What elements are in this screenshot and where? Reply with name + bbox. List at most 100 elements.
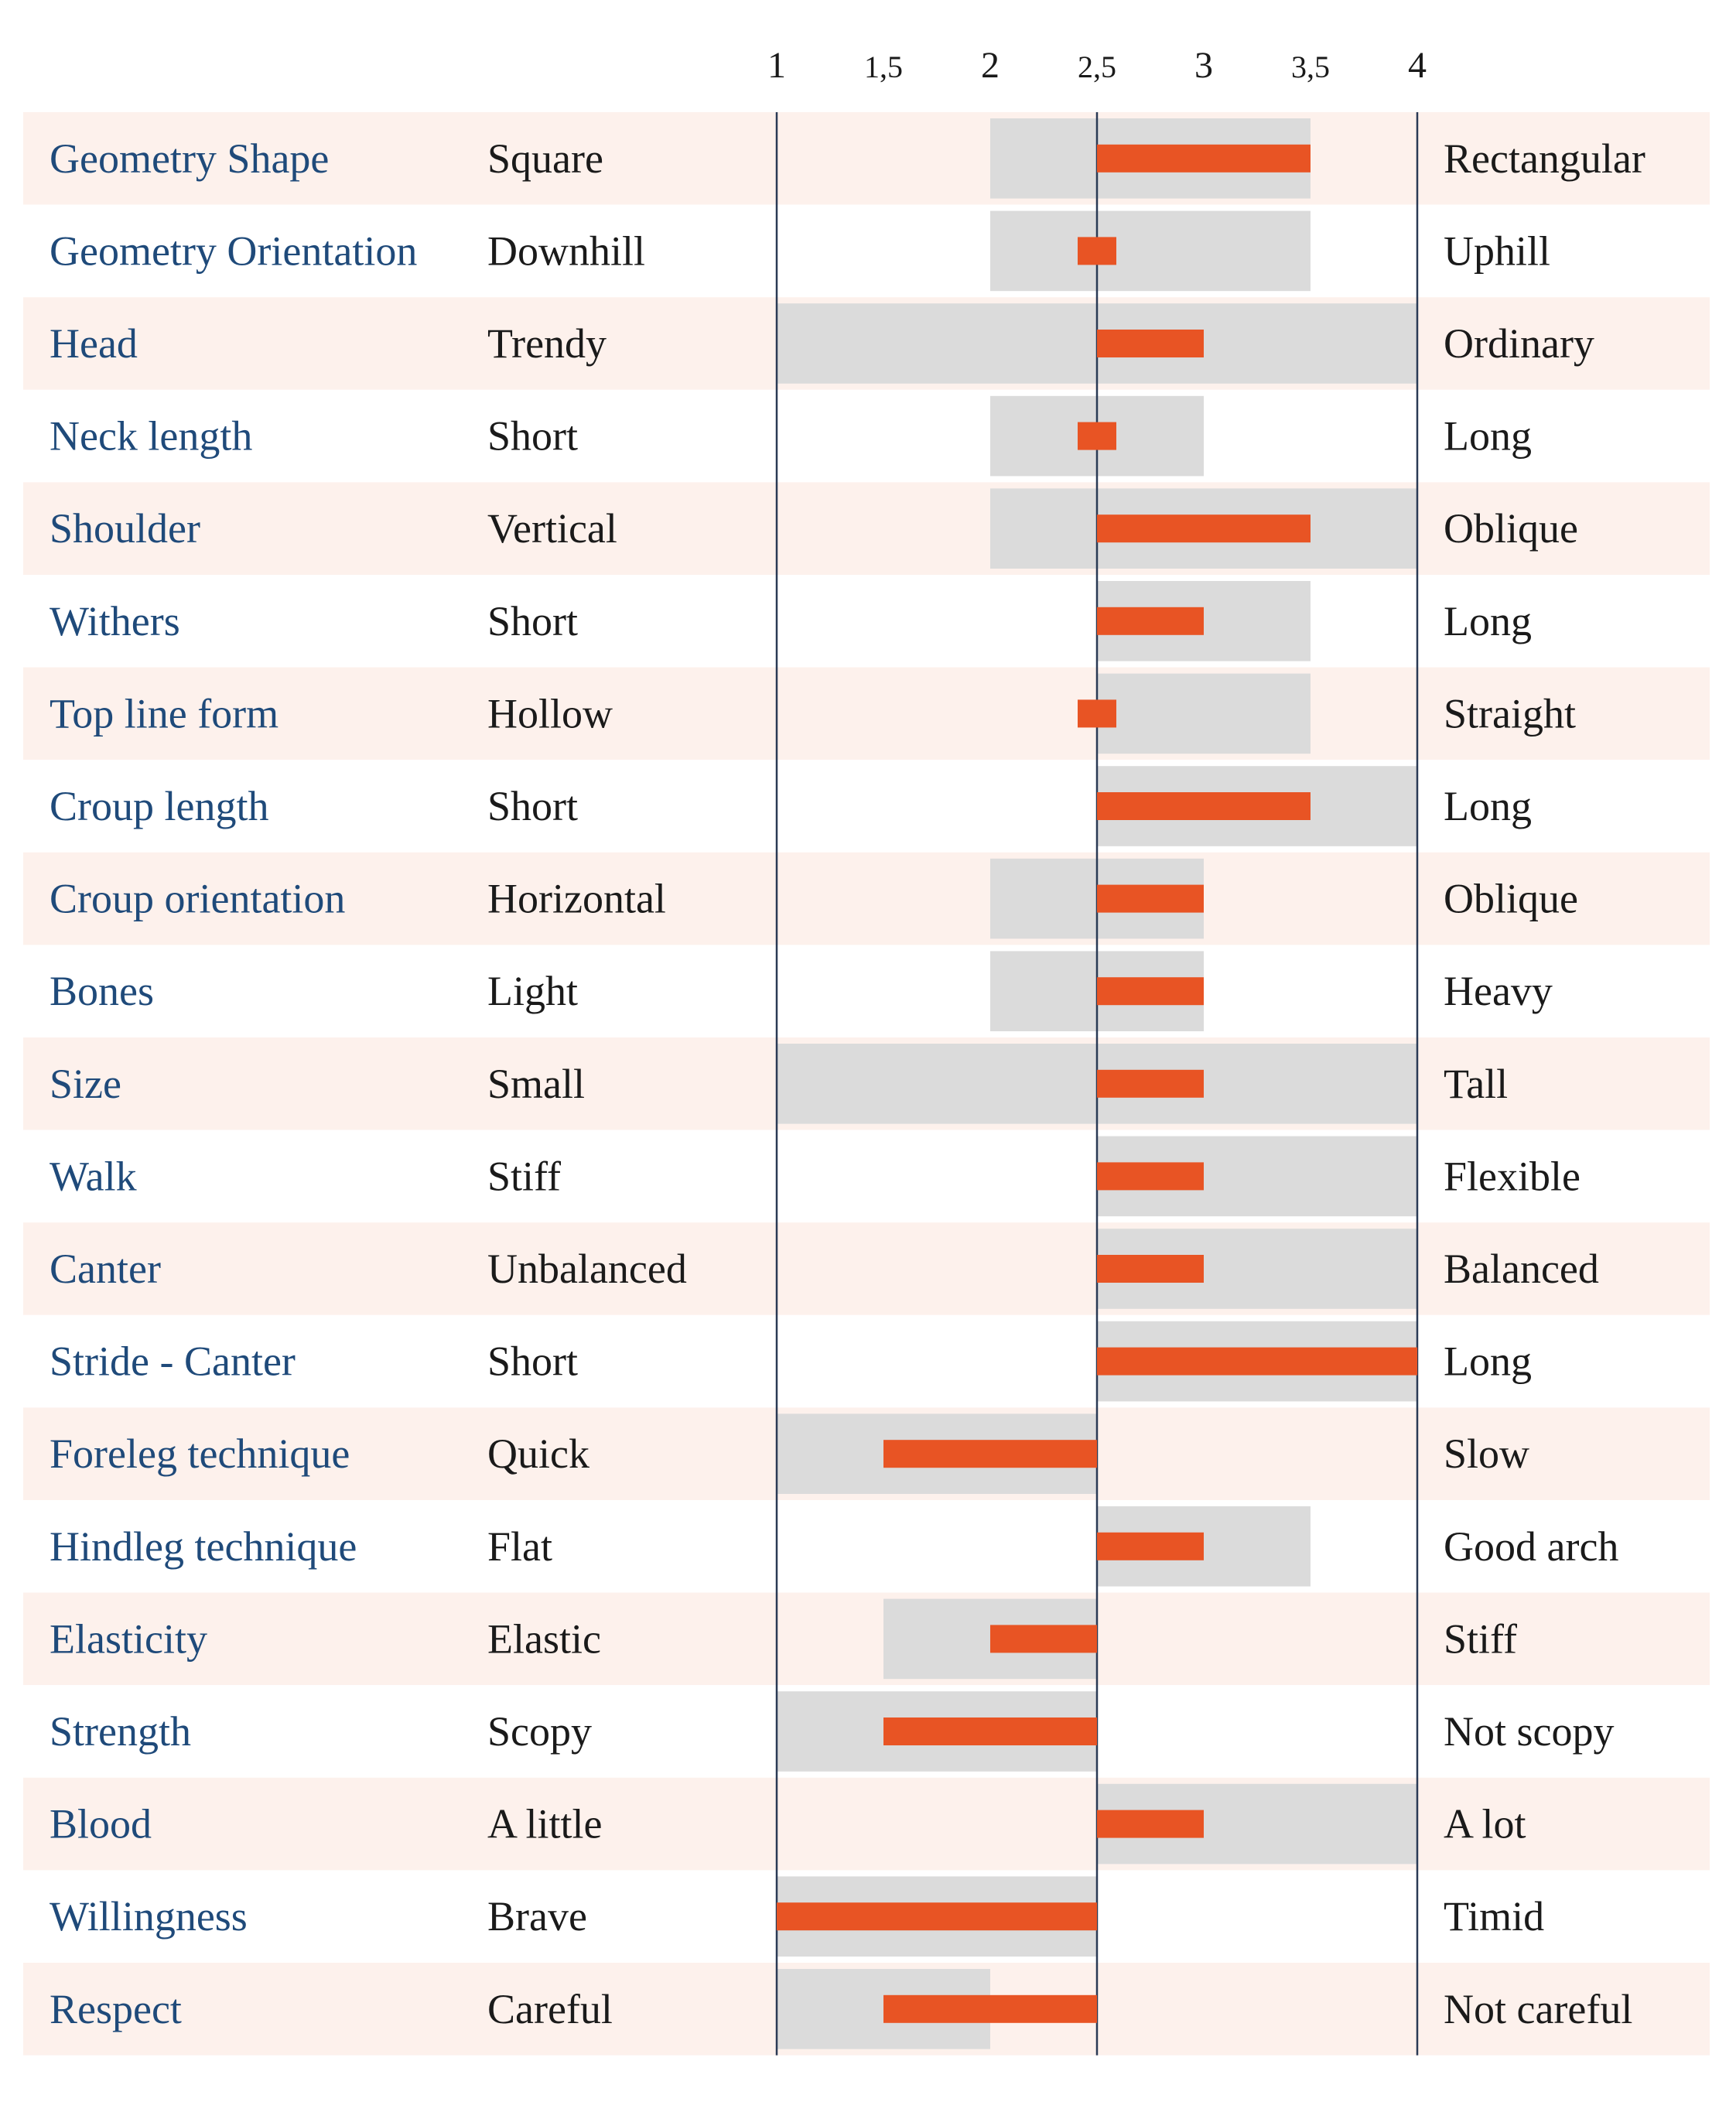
high-pole-label-hindleg-technique: Good arch [1444,1523,1618,1570]
high-pole-label-foreleg-technique: Slow [1444,1430,1529,1477]
low-pole-label-neck-length: Short [487,413,578,460]
row-band-croup-orientation [23,852,1710,945]
value-bar-croup-length [1097,792,1311,820]
trait-label-geometry-shape: Geometry Shape [50,135,329,182]
high-pole-label-croup-length: Long [1444,783,1532,829]
low-pole-label-top-line-form: Hollow [487,690,613,737]
tick-label-3-5: 3,5 [1291,50,1330,84]
row-band-canter [23,1222,1710,1315]
range-bar-geometry-orientation [990,210,1311,292]
tick-labels: 1 1,5 2 2,5 3 3,5 4 [767,45,1427,86]
row-band-geometry-shape [23,112,1710,205]
low-pole-label-bones: Light [487,968,578,1014]
row-labels: Geometry Shape Square Rectangular Geometry … [50,135,1645,2032]
low-pole-label-foreleg-technique: Quick [487,1430,589,1477]
trait-label-withers: Withers [50,598,180,644]
low-pole-label-size: Small [487,1061,585,1107]
tick-label-2-5: 2,5 [1078,50,1116,84]
low-pole-label-croup-orientation: Horizontal [487,876,666,922]
value-bar-stride-canter [1097,1347,1417,1376]
low-pole-label-head: Trendy [487,320,607,367]
tick-label-4: 4 [1408,45,1427,86]
trait-label-canter: Canter [50,1246,161,1292]
high-pole-label-croup-orientation: Oblique [1444,876,1578,922]
trait-label-croup-length: Croup length [50,783,268,829]
value-bar-shoulder [1097,514,1311,543]
value-bar-elasticity [990,1625,1097,1653]
tick-label-1-5: 1,5 [864,50,903,84]
high-pole-label-withers: Long [1444,598,1532,644]
trait-label-geometry-orientation: Geometry Orientation [50,227,417,274]
row-band-bones [23,945,1710,1037]
high-pole-label-blood: A lot [1444,1801,1526,1847]
low-pole-label-geometry-shape: Square [487,135,603,182]
value-bar-canter [1097,1255,1204,1283]
trait-label-bones: Bones [50,968,154,1014]
high-pole-label-canter: Balanced [1444,1246,1599,1292]
high-pole-label-willingness: Timid [1444,1893,1544,1940]
row-band-blood [23,1777,1710,1871]
trait-label-head: Head [50,320,138,367]
value-bar-foreleg-technique [883,1440,1097,1468]
high-pole-label-bones: Heavy [1444,968,1553,1014]
trait-label-top-line-form: Top line form [50,690,279,737]
value-bar-strength [883,1717,1097,1745]
trait-label-elasticity: Elasticity [50,1615,207,1662]
trait-label-foreleg-technique: Foreleg technique [50,1430,350,1477]
row-band-neck-length [23,389,1710,483]
trait-label-neck-length: Neck length [50,413,252,460]
high-pole-label-stride-canter: Long [1444,1338,1532,1385]
value-bar-withers [1097,607,1204,635]
tick-label-2: 2 [981,45,1000,86]
value-bar-size [1097,1069,1204,1098]
trait-label-hindleg-technique: Hindleg technique [50,1523,357,1570]
tick-label-1: 1 [767,45,786,86]
value-bar-respect [883,1994,1097,2023]
low-pole-label-geometry-orientation: Downhill [487,227,645,274]
row-band-shoulder [23,482,1710,575]
low-pole-label-strength: Scopy [487,1708,592,1755]
trait-label-shoulder: Shoulder [50,505,200,552]
row-band-withers [23,575,1710,668]
value-bar-blood [1097,1810,1204,1838]
high-pole-label-elasticity: Stiff [1444,1615,1517,1662]
high-pole-label-head: Ordinary [1444,320,1594,367]
row-band-geometry-orientation [23,204,1710,298]
value-bar-hindleg-technique [1097,1532,1204,1560]
value-bar-walk [1097,1162,1204,1191]
trait-label-strength: Strength [50,1708,191,1755]
row-bands [23,112,1710,2056]
value-bar-croup-orientation [1097,884,1204,913]
high-pole-label-top-line-form: Straight [1444,690,1576,737]
low-pole-label-withers: Short [487,598,578,644]
low-pole-label-willingness: Brave [487,1893,587,1940]
high-pole-label-shoulder: Oblique [1444,505,1578,552]
trait-label-size: Size [50,1061,121,1107]
trait-label-blood: Blood [50,1801,152,1847]
row-band-top-line-form [23,667,1710,760]
high-pole-label-respect: Not careful [1444,1986,1632,2032]
high-pole-label-walk: Flexible [1444,1153,1581,1199]
row-band-stride-canter [23,1314,1710,1408]
row-band-elasticity [23,1592,1710,1686]
high-pole-label-strength: Not scopy [1444,1708,1614,1755]
low-pole-label-croup-length: Short [487,783,578,829]
value-bar-bones [1097,977,1204,1006]
value-bar-top-line-form [1078,699,1116,728]
low-pole-label-stride-canter: Short [487,1338,578,1385]
trait-label-croup-orientation: Croup orientation [50,876,345,922]
trait-label-stride-canter: Stride - Canter [50,1338,296,1385]
high-pole-label-neck-length: Long [1444,413,1532,460]
low-pole-label-walk: Stiff [487,1153,561,1199]
value-bar-neck-length [1078,422,1116,450]
low-pole-label-respect: Careful [487,1986,613,2032]
low-pole-label-elasticity: Elastic [487,1615,601,1662]
high-pole-label-size: Tall [1444,1061,1508,1107]
high-pole-label-geometry-orientation: Uphill [1444,227,1550,274]
value-bar-geometry-shape [1097,144,1311,173]
value-bar-geometry-orientation [1078,237,1116,265]
row-band-croup-length [23,760,1710,853]
low-pole-label-canter: Unbalanced [487,1246,687,1292]
low-pole-label-hindleg-technique: Flat [487,1523,552,1570]
row-band-walk [23,1130,1710,1223]
